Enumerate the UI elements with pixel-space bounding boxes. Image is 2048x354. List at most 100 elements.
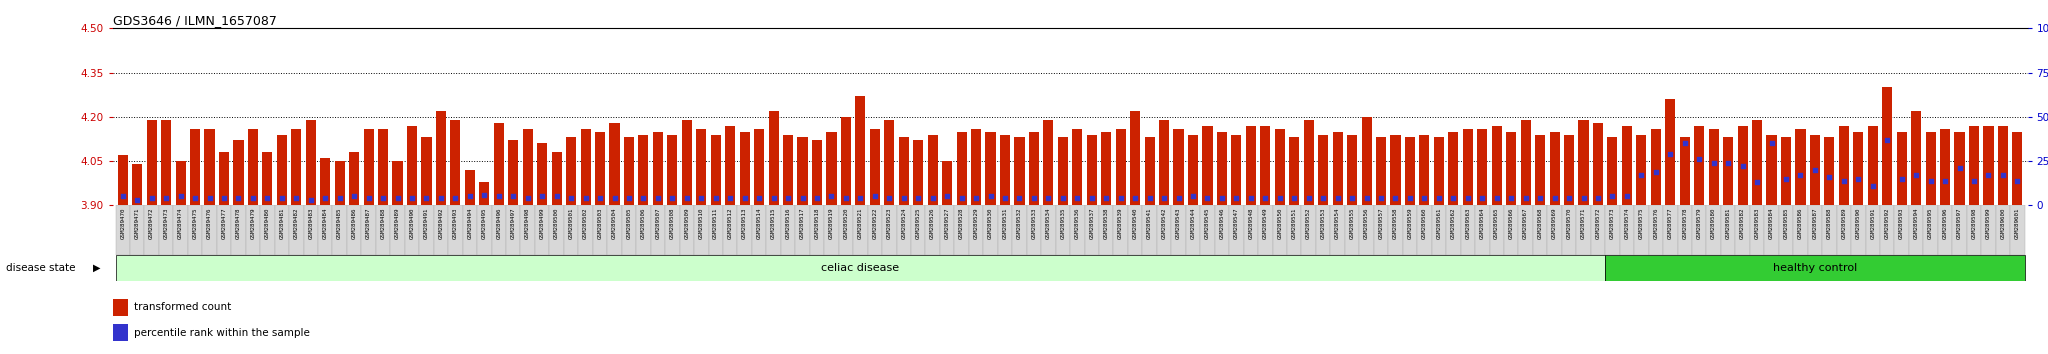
Text: GSM289585: GSM289585 [1784,208,1788,239]
Bar [1565,135,1575,205]
Point [1018,195,1051,201]
Text: GSM289514: GSM289514 [756,208,762,239]
Point [715,195,748,201]
Bar [608,205,623,255]
Text: GSM289474: GSM289474 [178,208,182,239]
Bar [147,120,158,205]
Text: GSM289549: GSM289549 [1264,208,1268,239]
Point [1655,151,1688,157]
Bar [580,129,590,205]
Point [1321,195,1354,201]
Text: GSM289516: GSM289516 [786,208,791,239]
Bar [1026,205,1040,255]
Text: GSM289543: GSM289543 [1176,208,1182,239]
Text: GSM289582: GSM289582 [1741,208,1745,239]
Point [1972,172,2005,178]
Text: GSM289587: GSM289587 [1812,208,1817,239]
Bar [1257,205,1272,255]
Text: GSM289569: GSM289569 [1552,208,1556,239]
Point [150,195,182,201]
Text: GSM289545: GSM289545 [1204,208,1210,239]
Text: GSM289554: GSM289554 [1335,208,1339,239]
Bar [1749,205,1763,255]
Bar [842,117,852,205]
Bar [117,155,127,205]
Bar [233,141,244,205]
Text: GSM289584: GSM289584 [1769,208,1774,239]
Point [989,195,1022,201]
Text: GSM289486: GSM289486 [352,208,356,239]
Text: GSM289523: GSM289523 [887,208,891,239]
Text: GSM289575: GSM289575 [1638,208,1645,239]
Bar [1780,205,1794,255]
Bar [1622,126,1632,205]
Bar [840,205,854,255]
Bar [1995,205,2011,255]
Point [946,195,979,201]
Point [1118,195,1151,201]
Bar [797,137,807,205]
Bar [537,143,547,205]
Bar [1012,205,1026,255]
Text: GSM289544: GSM289544 [1190,208,1196,239]
Bar [592,205,608,255]
Text: celiac disease: celiac disease [821,263,899,273]
Text: GSM289473: GSM289473 [164,208,168,239]
Bar [113,299,127,316]
Bar [1909,205,1923,255]
Bar [1796,129,1806,205]
Bar [1808,205,1823,255]
Point [338,194,371,199]
Bar [1868,126,1878,205]
Text: GDS3646 / ILMN_1657087: GDS3646 / ILMN_1657087 [113,14,276,27]
Bar [651,205,666,255]
Bar [811,141,821,205]
Point [1827,178,1860,183]
Bar [176,161,186,205]
Bar [1448,132,1458,205]
Bar [1737,126,1747,205]
Bar [565,137,575,205]
Point [772,195,805,201]
Bar [231,205,246,255]
Bar [1692,205,1706,255]
Point [252,195,285,201]
Text: GSM289556: GSM289556 [1364,208,1368,239]
Text: GSM289532: GSM289532 [1018,208,1022,239]
Text: GSM289494: GSM289494 [467,208,473,239]
Bar [1446,205,1460,255]
Bar [276,135,287,205]
Text: GSM289572: GSM289572 [1595,208,1599,239]
Point [281,195,313,201]
Point [1698,160,1731,166]
Text: GSM289484: GSM289484 [324,208,328,239]
Point [1221,195,1253,201]
Bar [1491,126,1501,205]
Bar [1114,205,1128,255]
Text: GSM289534: GSM289534 [1047,208,1051,239]
Text: GSM289498: GSM289498 [524,208,530,239]
Text: GSM289567: GSM289567 [1524,208,1528,239]
Text: GSM289525: GSM289525 [915,208,922,239]
Bar [578,205,592,255]
Bar [1651,129,1661,205]
Bar [2011,205,2025,255]
Bar [1503,205,1518,255]
Bar [1362,117,1372,205]
Bar [334,161,344,205]
Bar [1116,129,1126,205]
Bar [1966,205,1980,255]
Point [483,194,516,199]
Bar [434,205,449,255]
Bar [1591,205,1606,255]
Bar [1317,205,1331,255]
Text: GSM289520: GSM289520 [844,208,848,239]
Bar [637,205,651,255]
Bar [291,129,301,205]
Bar [1939,129,1950,205]
Point [1640,169,1673,175]
Bar [522,129,532,205]
Bar [1794,205,1808,255]
Point [1812,174,1845,180]
Point [1206,195,1239,201]
